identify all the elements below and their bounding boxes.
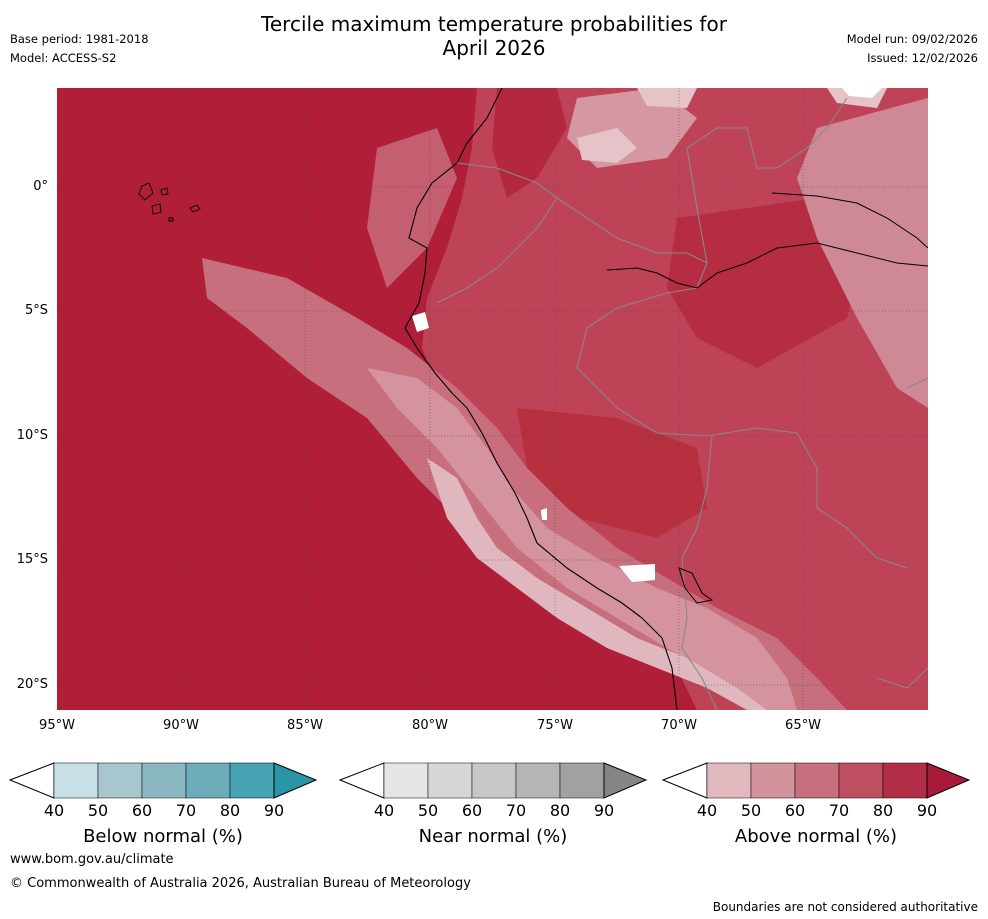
colorbar-tick: 80 xyxy=(872,801,894,820)
map-below-40-spot xyxy=(619,564,655,582)
colorbar-label-below: Below normal (%) xyxy=(83,826,243,847)
map-land-40-50-patch xyxy=(577,128,637,163)
colorbar-tick: 70 xyxy=(175,801,197,820)
colorbar-tick: 70 xyxy=(828,801,850,820)
base-period: Base period: 1981-2018 xyxy=(10,32,149,46)
colorbar-segment xyxy=(515,762,561,799)
map-land-50-60-patch xyxy=(797,98,928,408)
colorbar-segment xyxy=(427,762,473,799)
colorbar-tick: 60 xyxy=(131,801,153,820)
colorbar-segment xyxy=(97,762,143,799)
colorbar-tick: 80 xyxy=(549,801,571,820)
colorbar-tick: 90 xyxy=(593,801,615,820)
map-rivers xyxy=(606,192,928,604)
map-galapagos-islands xyxy=(138,182,201,222)
colorbar-segment xyxy=(882,762,928,799)
colorbar-tick: 40 xyxy=(696,801,718,820)
map-coastline xyxy=(404,88,678,710)
title-line-2: April 2026 xyxy=(442,36,546,60)
colorbar-segment xyxy=(838,762,884,799)
map-land-80-90-patch xyxy=(492,88,567,198)
lon-tick: 65°W xyxy=(785,718,821,733)
colorbar-near-normal xyxy=(338,762,648,799)
issued-date: Issued: 12/02/2026 xyxy=(867,51,978,65)
lon-tick: 95°W xyxy=(39,718,75,733)
colorbar-max-arrow xyxy=(603,762,648,799)
colorbar-label-above: Above normal (%) xyxy=(734,826,898,847)
map-below-40-spot xyxy=(412,312,429,332)
colorbar-segment xyxy=(559,762,605,799)
lon-tick: 85°W xyxy=(287,718,323,733)
colorbar-tick: 90 xyxy=(263,801,285,820)
lat-tick: 20°S xyxy=(16,677,48,692)
lon-tick: 75°W xyxy=(537,718,573,733)
map-land-80-90-patch xyxy=(667,198,867,368)
colorbar-segment xyxy=(706,762,752,799)
colorbar-segment xyxy=(141,762,187,799)
footer-disclaimer: Boundaries are not considered authoritat… xyxy=(712,900,978,914)
colorbar-below-normal xyxy=(8,762,318,799)
lat-tick: 10°S xyxy=(16,428,48,443)
lon-tick: 80°W xyxy=(412,718,448,733)
colorbar-label-near: Near normal (%) xyxy=(418,826,568,847)
colorbar-segment xyxy=(383,762,429,799)
colorbar-tick: 40 xyxy=(43,801,65,820)
map-gridlines xyxy=(57,88,928,710)
lat-tick: 5°S xyxy=(24,303,48,318)
colorbar-segment xyxy=(53,762,99,799)
model-name: Model: ACCESS-S2 xyxy=(10,51,117,65)
colorbar-tick: 60 xyxy=(784,801,806,820)
colorbar-tick: 50 xyxy=(417,801,439,820)
page-title: Tercile maximum temperature probabilitie… xyxy=(0,12,988,60)
lon-tick: 90°W xyxy=(163,718,199,733)
colorbar-segment xyxy=(471,762,517,799)
map-below-40-spot xyxy=(541,508,547,520)
lat-tick: 0° xyxy=(33,179,48,194)
map-land-40-50-patch xyxy=(637,88,697,108)
colorbar-max-arrow xyxy=(926,762,971,799)
colorbar-segment xyxy=(229,762,275,799)
title-line-1: Tercile maximum temperature probabilitie… xyxy=(261,12,727,36)
colorbar-min-arrow xyxy=(661,762,708,799)
footer-copyright: © Commonwealth of Australia 2026, Austra… xyxy=(10,876,471,891)
colorbar-tick: 50 xyxy=(740,801,762,820)
colorbar-tick: 50 xyxy=(87,801,109,820)
map-below-40-spot xyxy=(842,88,882,98)
lon-tick: 70°W xyxy=(661,718,697,733)
map-coastal-50-60-band xyxy=(367,368,797,710)
colorbar-min-arrow xyxy=(8,762,55,799)
colorbar-tick: 70 xyxy=(505,801,527,820)
footer-url[interactable]: www.bom.gov.au/climate xyxy=(10,852,174,867)
probability-map xyxy=(57,88,928,710)
lat-tick: 15°S xyxy=(16,552,48,567)
colorbar-segment xyxy=(750,762,796,799)
map-country-borders xyxy=(436,97,928,710)
map-coastal-60-70-band xyxy=(367,128,457,288)
colorbar-tick: 90 xyxy=(916,801,938,820)
colorbar-max-arrow xyxy=(273,762,318,799)
colorbar-tick: 80 xyxy=(219,801,241,820)
colorbar-tick: 40 xyxy=(373,801,395,820)
colorbar-segment xyxy=(185,762,231,799)
colorbar-segment xyxy=(794,762,840,799)
colorbar-min-arrow xyxy=(338,762,385,799)
colorbar-above-normal xyxy=(661,762,971,799)
model-run: Model run: 09/02/2026 xyxy=(846,32,978,46)
colorbar-tick: 60 xyxy=(461,801,483,820)
